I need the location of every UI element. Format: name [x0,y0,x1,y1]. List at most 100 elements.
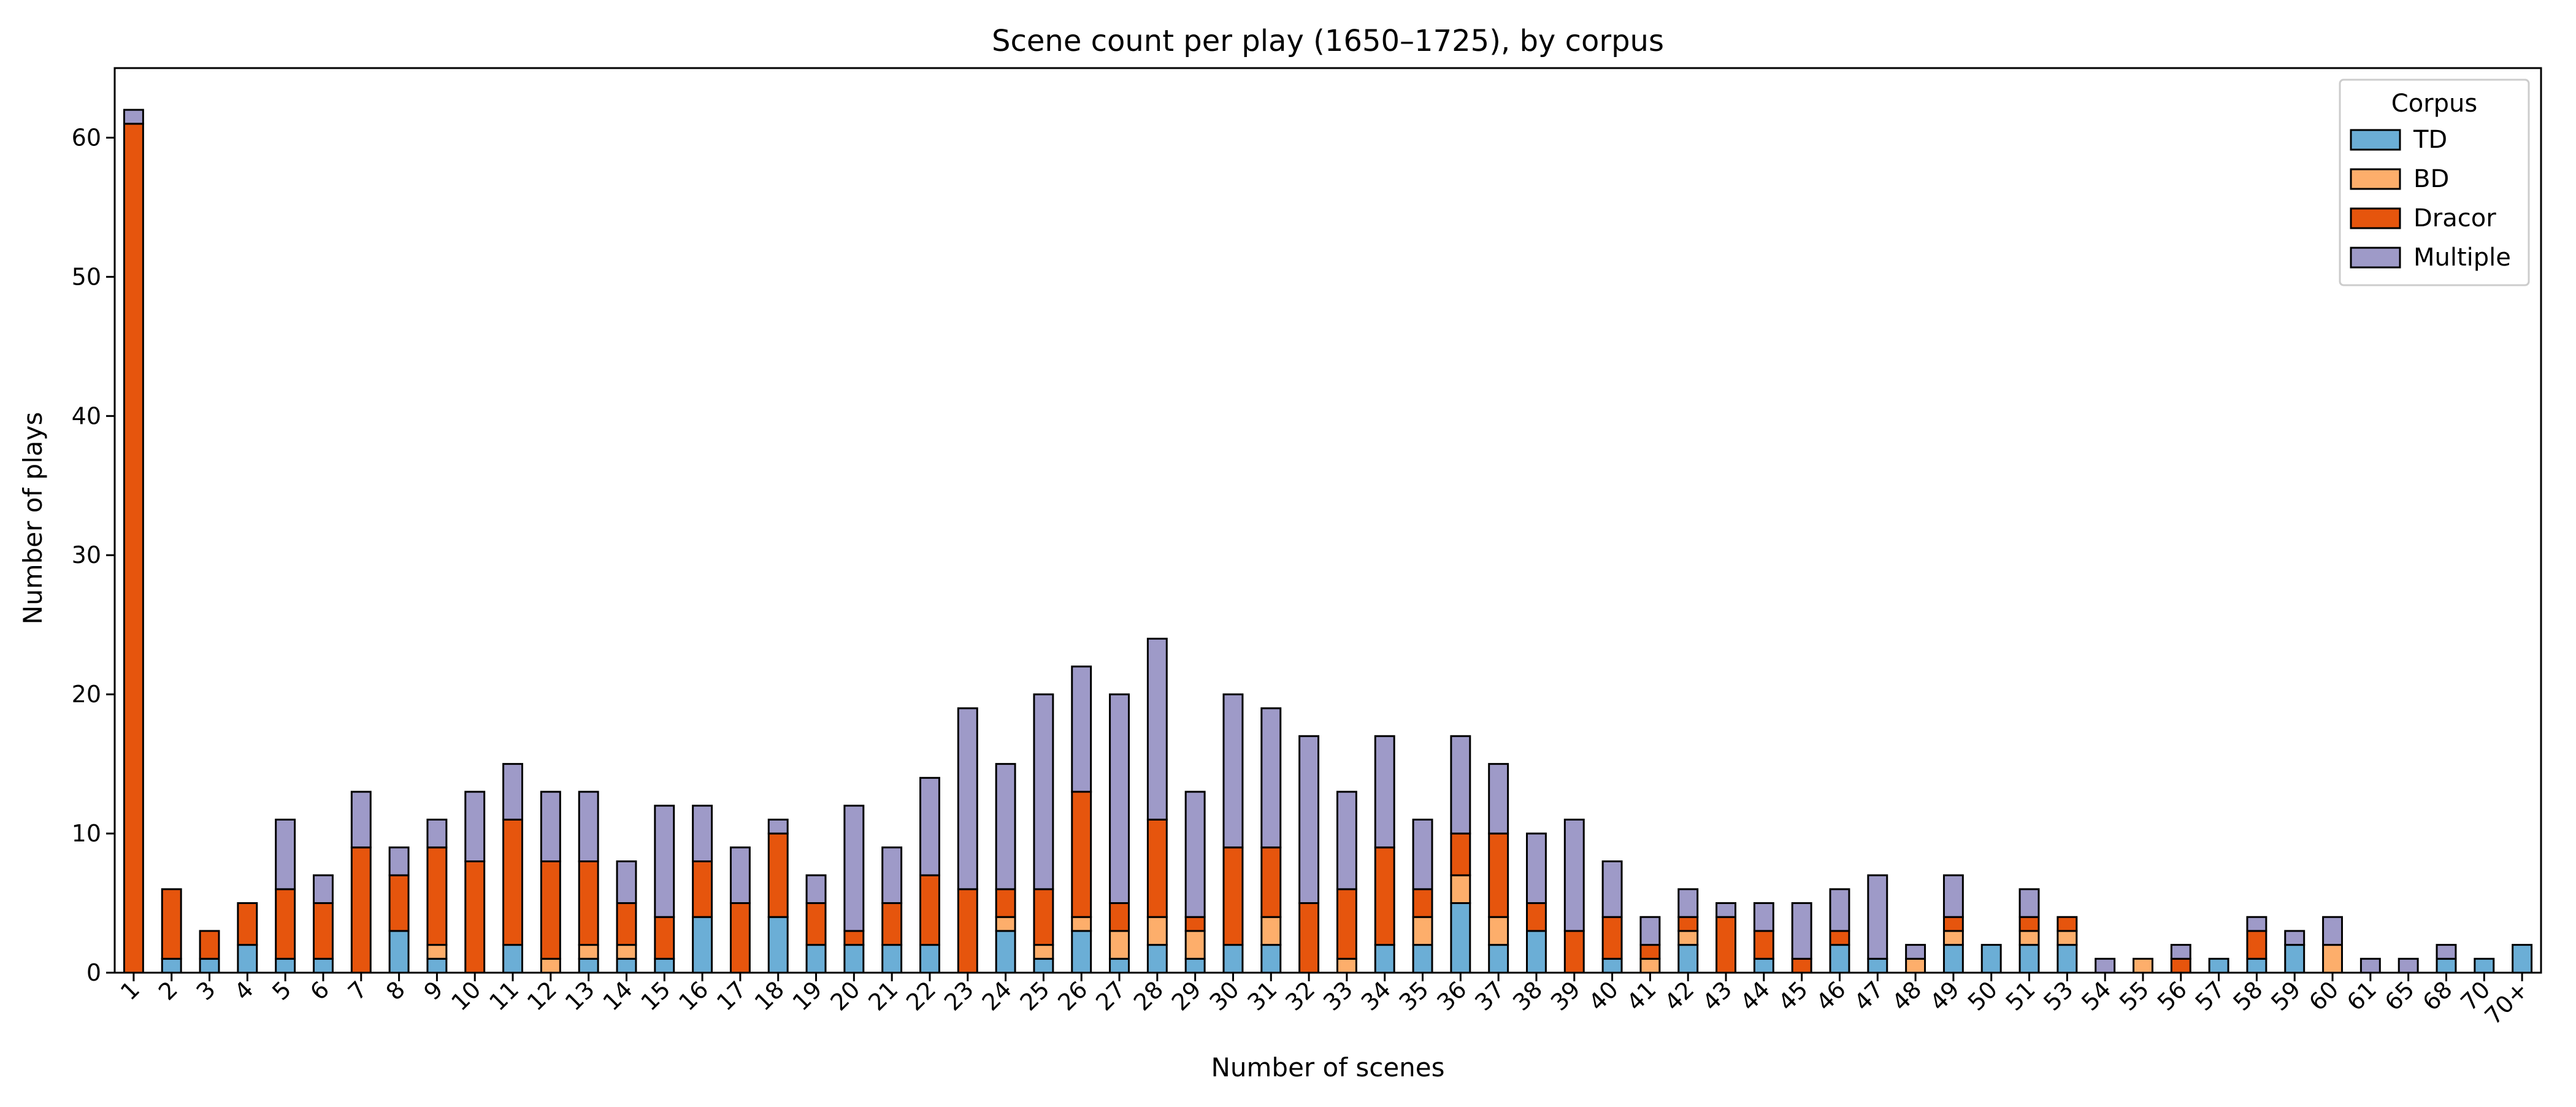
bar-segment [313,957,334,974]
bar-segment [2474,957,2495,974]
legend-swatch [2350,168,2401,190]
bar-segment [1639,916,1661,946]
bar-segment [388,874,410,932]
bar-segment [1374,735,1395,849]
bar-segment [2284,930,2306,946]
bar-segment [1677,888,1699,918]
legend-label: BD [2413,165,2449,193]
bar-segment [1260,707,1282,849]
bar-segment [1298,735,1320,905]
bar-segment [1942,874,1964,918]
bar-segment [692,916,713,974]
bar-segment [2018,944,2040,974]
x-axis-label: Number of scenes [1211,1052,1444,1082]
bar-segment [1071,930,1092,974]
bar-segment [1450,874,1471,905]
chart-title: Scene count per play (1650–1725), by cor… [992,24,1664,58]
bar-segment [426,944,448,960]
bar-segment [843,805,865,932]
bar-segment [1488,916,1509,946]
bar-segment [199,930,220,960]
bar-segment [1109,957,1130,974]
bar-segment [1184,930,1206,960]
bar-segment [578,957,599,974]
bar-segment [1942,944,1964,974]
bar-segment [2170,944,2191,960]
bar-segment [881,944,903,974]
bar-segment [1867,957,1888,974]
bar-segment [1071,665,1092,793]
bar-segment [2057,944,2078,974]
bar-segment [729,902,751,974]
bar-segment [1677,916,1699,932]
bar-segment [1829,944,1850,974]
bar-segment [1260,944,1282,974]
bar-segment [1336,888,1357,960]
bar-segment [1336,957,1357,974]
bar-segment [692,805,713,862]
bar-segment [1450,902,1471,974]
bar-segment [1488,944,1509,974]
bar-segment [767,818,789,835]
bar-segment [919,776,940,876]
bar-segment [1791,902,1812,960]
bar-segment [1753,930,1774,960]
bar-segment [1033,888,1054,946]
bar-segment [1563,818,1585,932]
bar-segment [237,944,258,974]
bar-segment [313,874,334,905]
bar-segment [1260,846,1282,918]
legend-label: TD [2413,126,2447,154]
bar-segment [654,916,675,960]
bar-segment [1753,902,1774,932]
y-tick-label: 60 [72,124,101,151]
bar-segment [2057,930,2078,946]
bar-segment [578,860,599,946]
bar-segment [1412,944,1433,974]
bar-segment [1867,874,1888,960]
y-tick-label: 10 [72,820,101,847]
bar-segment [502,818,523,946]
bar-segment [1791,957,1812,974]
bar-segment [1526,930,1547,974]
bar-segment [1639,957,1661,974]
bar-segment [1829,888,1850,932]
bar-segment [957,707,978,891]
bar-segment [1298,902,1320,974]
bar-segment [1071,916,1092,932]
bar-segment [2018,888,2040,918]
bar-segment [1146,916,1168,946]
bar-segment [1526,832,1547,905]
bar-segment [1412,916,1433,946]
bar-segment [1412,818,1433,891]
y-axis: 0 10 20 30 40 50 60 [72,124,115,986]
bar-segment [123,123,144,974]
bar-segment [995,888,1016,918]
legend-label: Multiple [2413,243,2511,272]
bar-segment [540,791,561,862]
bar-segment [843,944,865,974]
legend-swatch [2350,129,2401,151]
bar-segment [957,888,978,974]
y-tick-label: 30 [72,542,101,569]
bar-segment [1222,846,1244,946]
bar-segment [1146,944,1168,974]
bar-segment [350,846,372,974]
bar-segment [2436,944,2457,960]
bar-segment [995,916,1016,932]
bar-segment [1146,818,1168,918]
bar-segment [805,944,827,974]
bar-segment [692,860,713,918]
bar-segment [1033,693,1054,891]
bar-segment [2246,957,2267,974]
bar-segment [2322,944,2343,974]
bar-segment [995,763,1016,891]
bar-segment [2322,916,2343,946]
bar-segment [275,818,296,891]
bar-segment [426,957,448,974]
bar-segment [1942,930,1964,946]
bar-segment [2018,916,2040,932]
bar-segment [1942,916,1964,932]
bar-segment [1109,930,1130,960]
